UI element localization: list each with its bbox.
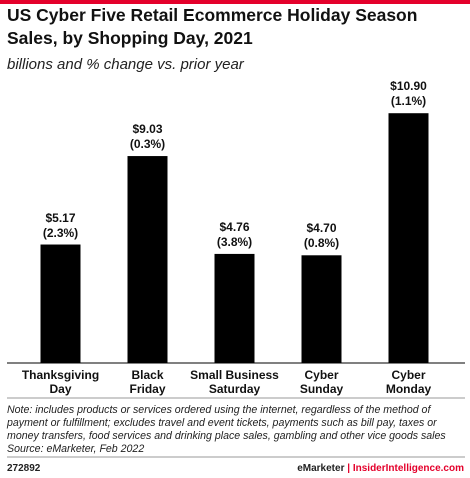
chart-subtitle: billions and % change vs. prior year bbox=[7, 56, 244, 73]
x-tick-label: Cyber Monday bbox=[385, 368, 432, 396]
bar bbox=[214, 253, 255, 363]
value-label: $9.03 bbox=[132, 122, 163, 137]
source: Source: eMarketer, Feb 2022 bbox=[7, 443, 145, 455]
bar bbox=[388, 113, 429, 363]
note: Note: includes products or services orde… bbox=[7, 404, 446, 442]
value-label: $10.90 bbox=[390, 79, 427, 94]
bar bbox=[127, 156, 168, 363]
change-label: (0.3%) bbox=[129, 137, 166, 152]
change-label: (0.8%) bbox=[303, 236, 340, 251]
bar bbox=[40, 244, 81, 363]
site: InsiderIntelligence.com bbox=[352, 463, 464, 474]
separator: | bbox=[347, 463, 351, 474]
x-tick-label: Black Friday bbox=[129, 368, 166, 396]
top-rule bbox=[0, 0, 470, 4]
change-label: (2.3%) bbox=[42, 225, 79, 240]
x-tick-label: Small Business Saturday bbox=[190, 368, 279, 396]
change-label: (3.8%) bbox=[216, 234, 253, 249]
brand: eMarketer bbox=[297, 463, 345, 474]
change-label: (1.1%) bbox=[390, 94, 427, 109]
bar bbox=[301, 255, 342, 363]
x-tick-label: Thanksgiving Day bbox=[21, 368, 100, 396]
value-label: $5.17 bbox=[45, 210, 76, 225]
value-label: $4.76 bbox=[219, 219, 250, 234]
chart-id: 272892 bbox=[7, 463, 41, 474]
footer-brand: eMarketer | InsiderIntelligence.com bbox=[297, 463, 464, 474]
value-label: $4.70 bbox=[306, 221, 337, 236]
x-tick-label: Cyber Sunday bbox=[299, 368, 344, 396]
chart-title: US Cyber Five Retail Ecommerce Holiday S… bbox=[7, 5, 418, 48]
